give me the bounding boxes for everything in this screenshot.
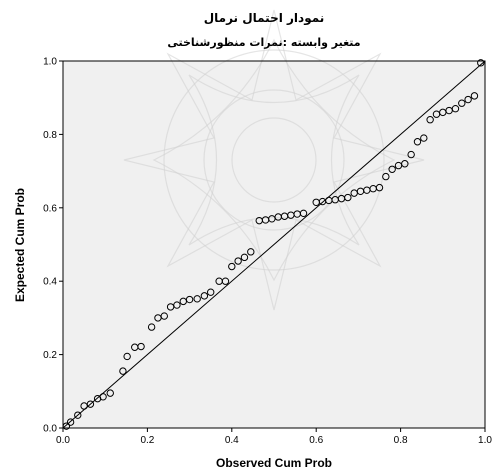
data-point bbox=[193, 295, 201, 303]
data-point bbox=[451, 105, 460, 113]
x-tick-label: 0.0 bbox=[56, 435, 70, 446]
data-point bbox=[74, 411, 82, 419]
plot-frame bbox=[62, 60, 486, 429]
data-point bbox=[344, 193, 352, 202]
data-point bbox=[234, 257, 242, 265]
y-tick-label: 0.6 bbox=[43, 203, 57, 214]
data-point bbox=[407, 150, 415, 159]
x-tick-label: 0.6 bbox=[309, 435, 323, 446]
data-point bbox=[388, 165, 396, 173]
data-point bbox=[207, 288, 215, 296]
y-tick-label: 0.0 bbox=[43, 424, 57, 435]
data-point bbox=[147, 323, 156, 331]
data-point bbox=[86, 400, 95, 408]
data-point bbox=[173, 301, 181, 309]
data-point bbox=[458, 99, 466, 107]
data-point bbox=[470, 92, 479, 100]
y-tick-label: 0.2 bbox=[43, 350, 57, 361]
data-point bbox=[247, 248, 255, 256]
data-points bbox=[62, 59, 485, 430]
data-point bbox=[66, 418, 75, 426]
y-tick-label: 0.4 bbox=[43, 277, 57, 288]
chart-subtitle: متغیر وابسته :نمرات منظورشناختی bbox=[167, 36, 360, 49]
data-point bbox=[106, 389, 114, 397]
data-point bbox=[382, 172, 390, 181]
watermark-emblem bbox=[123, 9, 425, 311]
data-point bbox=[299, 209, 308, 218]
data-point bbox=[240, 253, 249, 262]
data-point bbox=[228, 262, 236, 271]
chart-title: نمودار احتمال نرمال bbox=[204, 11, 325, 26]
x-tick-label: 1.0 bbox=[478, 435, 492, 446]
data-point bbox=[185, 295, 194, 304]
data-point bbox=[401, 160, 409, 168]
data-point bbox=[200, 292, 209, 300]
data-point bbox=[119, 367, 127, 375]
data-point bbox=[477, 59, 485, 67]
axis-ticks: 0.0 0.2 0.4 0.6 0.8 1.0 0.0 0.2 0.4 0.6 0.8 1.0 bbox=[43, 57, 492, 447]
data-point bbox=[221, 277, 230, 285]
x-tick-label: 0.2 bbox=[140, 435, 154, 446]
data-point bbox=[123, 352, 131, 361]
x-axis-title: Observed Cum Prob bbox=[216, 456, 332, 470]
y-tick-label: 0.8 bbox=[43, 130, 57, 141]
reference-line bbox=[62, 60, 486, 429]
y-axis-title: Expected Cum Prob bbox=[13, 188, 27, 302]
y-tick-label: 1.0 bbox=[43, 57, 57, 68]
data-point bbox=[426, 116, 434, 124]
data-point bbox=[160, 312, 168, 320]
data-point bbox=[375, 183, 384, 192]
data-point bbox=[137, 342, 145, 351]
data-point bbox=[99, 393, 107, 401]
x-tick-label: 0.4 bbox=[225, 435, 239, 446]
data-point bbox=[464, 95, 472, 104]
data-point bbox=[413, 138, 422, 146]
x-tick-label: 0.8 bbox=[394, 435, 408, 446]
data-point bbox=[420, 134, 428, 142]
